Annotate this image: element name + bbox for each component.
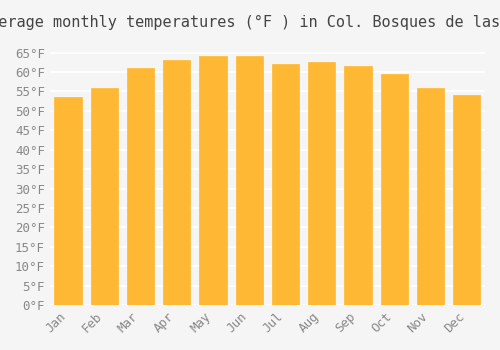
Bar <box>54 97 82 305</box>
Bar <box>344 66 372 305</box>
Bar <box>127 68 154 305</box>
Bar <box>272 64 299 305</box>
Bar <box>454 95 480 305</box>
Bar <box>90 88 118 305</box>
Bar <box>308 62 336 305</box>
Bar <box>417 88 444 305</box>
Bar <box>380 74 408 305</box>
Bar <box>163 60 190 305</box>
Bar <box>200 56 226 305</box>
Bar <box>236 56 263 305</box>
Title: Average monthly temperatures (°F ) in Col. Bosques de las Lomas: Average monthly temperatures (°F ) in Co… <box>0 15 500 30</box>
